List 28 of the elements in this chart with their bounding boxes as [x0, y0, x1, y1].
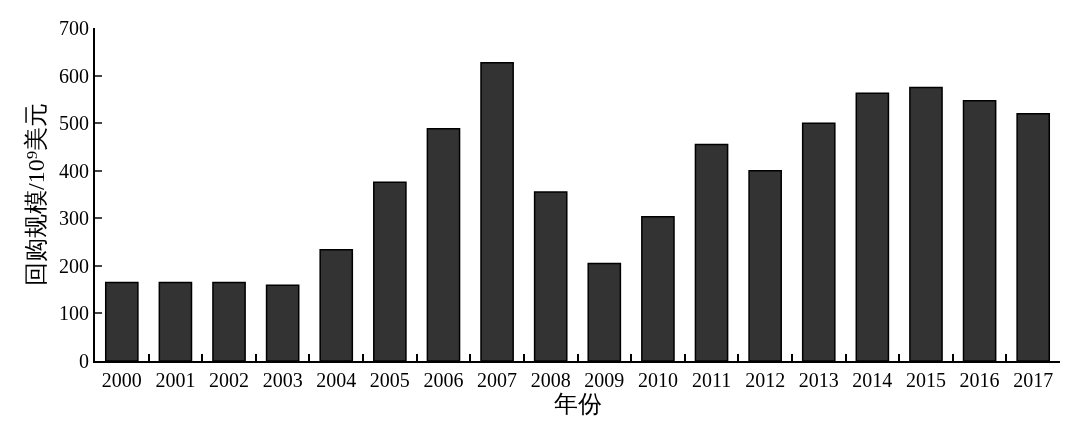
y-tick-label: 500: [59, 112, 89, 135]
x-tick-label: 2002: [209, 369, 250, 391]
y-tick-label: 400: [59, 159, 89, 182]
x-axis-title: 年份: [553, 391, 602, 417]
x-tick-label: 2010: [637, 369, 678, 391]
x-tick-label: 2006: [423, 369, 464, 391]
y-tick-label: 200: [59, 254, 89, 277]
x-tick-label: 2000: [101, 369, 142, 391]
x-tick-label: 2014: [852, 369, 893, 391]
x-tick-label: 2009: [584, 369, 625, 391]
y-tick-label: 600: [59, 64, 89, 87]
y-tick-label: 300: [59, 207, 89, 230]
x-tick-label: 2007: [477, 369, 518, 391]
x-tick-label: 2001: [155, 369, 196, 391]
x-tick-label: 2017: [1013, 369, 1054, 391]
y-tick-label: 700: [59, 17, 89, 39]
x-tick-label: 2012: [745, 369, 786, 391]
x-tick-label: 2008: [530, 369, 571, 391]
x-tick-label: 2013: [798, 369, 839, 391]
x-tick-label: 2015: [905, 369, 946, 391]
y-tick-label: 0: [79, 350, 89, 372]
x-tick-label: 2016: [959, 369, 1000, 391]
x-tick-label: 2004: [316, 369, 357, 391]
x-tick-label: 2003: [262, 369, 303, 391]
y-tick-label: 100: [59, 302, 89, 325]
x-tick-label: 2011: [691, 369, 732, 391]
x-tick-label: 2005: [369, 369, 410, 391]
y-axis-title: 回购规模/10⁹美元: [22, 102, 49, 287]
